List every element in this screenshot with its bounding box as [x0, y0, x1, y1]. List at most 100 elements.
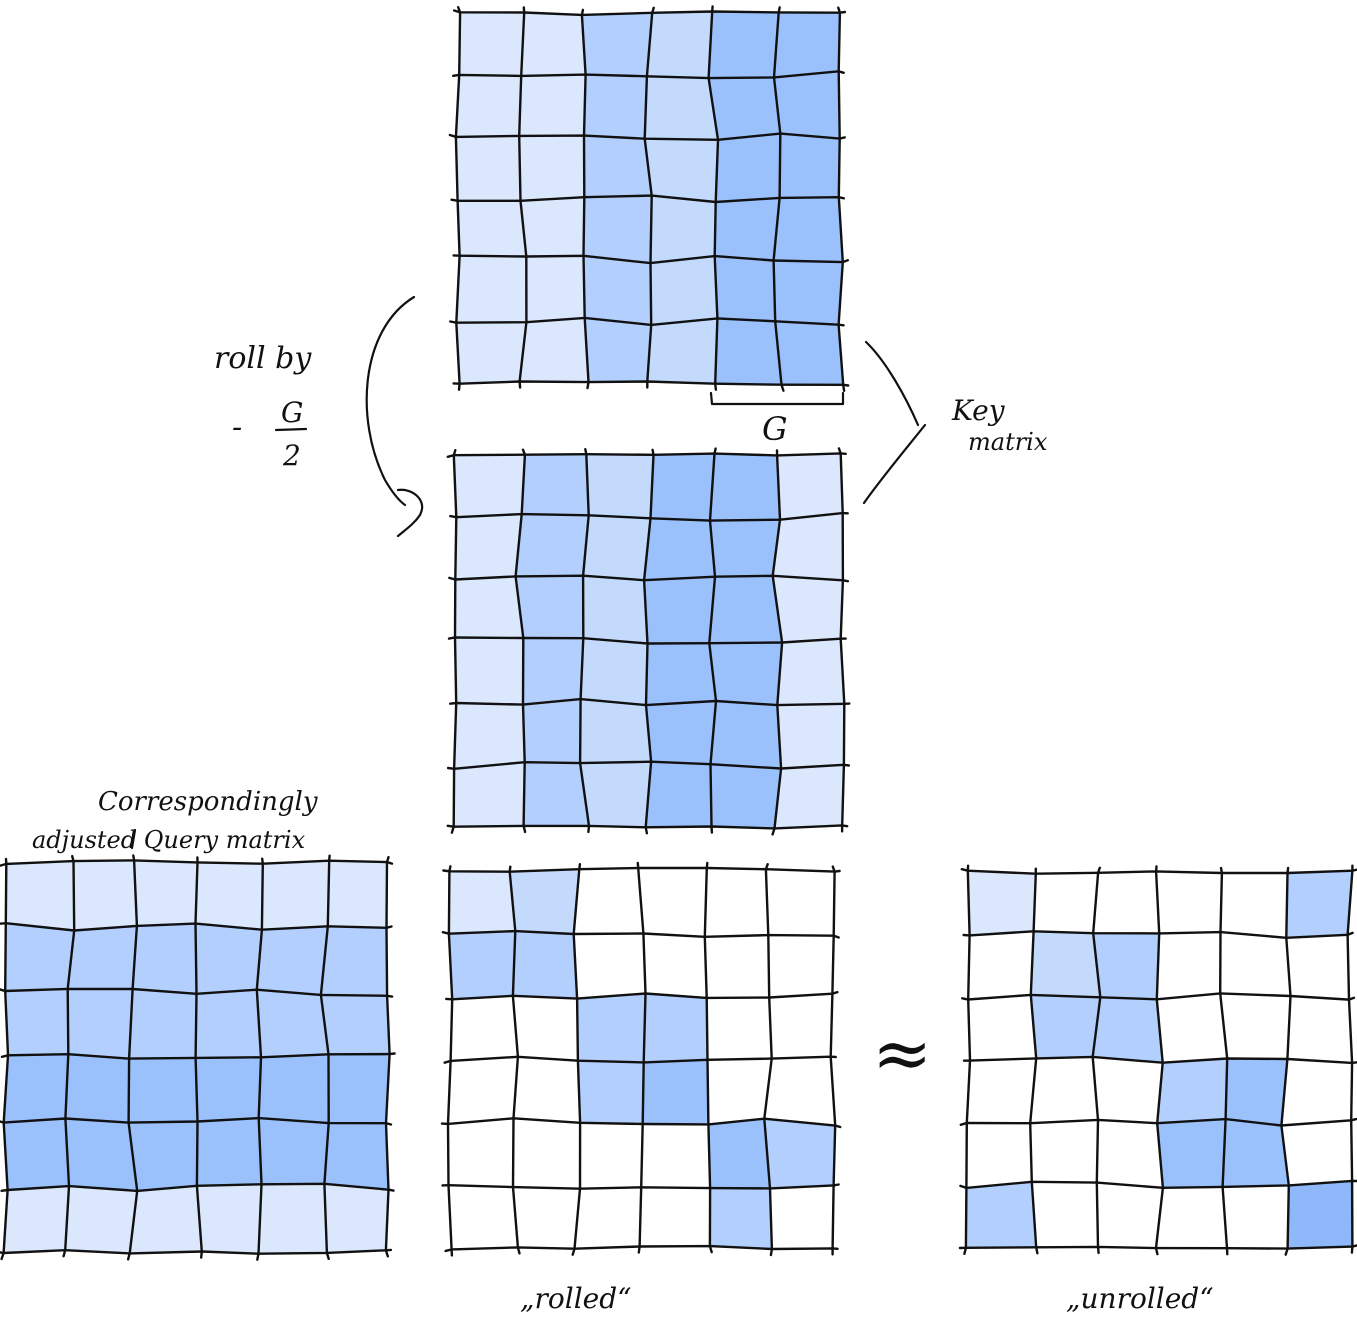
matrix-cell [1286, 870, 1353, 938]
matrix-cell [1287, 996, 1353, 1063]
matrix-cell [523, 699, 581, 764]
matrix-cell [580, 761, 652, 828]
matrix-cell [708, 11, 779, 79]
matrix-cell [128, 1121, 198, 1191]
matrix-column-line [707, 5, 720, 391]
matrix-cell [3, 1118, 70, 1190]
matrix-cell [583, 515, 651, 581]
matrix-column-line [1091, 866, 1102, 1255]
matrix-cell [641, 1124, 711, 1189]
matrix-cell [586, 454, 654, 519]
matrix-cell [772, 513, 843, 581]
matrix-cell [773, 197, 843, 263]
roll-by-label: roll by [214, 341, 312, 376]
matrix-cell [714, 197, 780, 261]
matrix-cell [448, 1056, 518, 1124]
matrix-cell [512, 995, 578, 1061]
matrix-column-line [255, 857, 265, 1261]
matrix-cell [65, 1186, 138, 1254]
matrix-cell [512, 931, 578, 999]
matrix-cell [644, 576, 715, 644]
matrix-cell [1156, 993, 1228, 1063]
matrix-cell [1156, 871, 1222, 934]
matrix-cell [73, 860, 137, 931]
matrix-cell [773, 260, 843, 325]
matrix-cell [256, 989, 329, 1058]
matrix-column-line [450, 449, 458, 834]
matrix-cell [715, 133, 781, 202]
attention-matrix-rolled [440, 861, 842, 1257]
matrix-cell [768, 935, 834, 998]
query-label-line2: adjusted Query matrix [32, 826, 306, 854]
matrix-cell [195, 1057, 261, 1122]
matrix-cell [258, 1054, 329, 1124]
matrix-cell [577, 993, 646, 1063]
matrix-column-line [708, 447, 718, 834]
matrix-cell [3, 1186, 70, 1253]
matrix-cell [1157, 1119, 1226, 1188]
matrix-column-line [194, 856, 204, 1259]
matrix-cell [764, 1056, 836, 1126]
roll-minus-sign: - [232, 410, 242, 445]
matrix-cell [526, 255, 585, 323]
matrix-column-line [384, 855, 391, 1258]
matrix-cell [324, 1123, 389, 1190]
query-label-line1: Correspondingly [98, 787, 318, 817]
matrix-cell [770, 1185, 834, 1249]
matrix-cell [3, 1054, 69, 1123]
matrix-cell [454, 703, 525, 769]
matrix-cell [513, 1187, 580, 1249]
matrix-cell [581, 12, 653, 77]
matrix-cell [256, 926, 328, 995]
matrix-cell [774, 71, 840, 139]
matrix-cell [195, 989, 261, 1058]
matrix-column-line [636, 861, 647, 1254]
matrix-cell [519, 74, 586, 136]
matrix-cell [519, 317, 589, 383]
key-matrix-label-line1: Key [951, 394, 1006, 427]
matrix-cell [583, 255, 652, 325]
matrix-cell [966, 1058, 1037, 1124]
matrix-cell [707, 1058, 772, 1125]
matrix-cell [650, 256, 718, 325]
matrix-cell [966, 1123, 1032, 1188]
matrix-cell [320, 926, 388, 996]
matrix-cell [638, 868, 707, 937]
g-label: G [762, 410, 788, 448]
matrix-cell [520, 197, 585, 257]
matrix-cell [650, 453, 715, 521]
matrix-cell [453, 762, 525, 827]
matrix-cell [448, 931, 516, 1000]
matrix-cell [573, 868, 644, 934]
matrix-column-line [571, 863, 582, 1256]
matrix-column-line [1280, 866, 1292, 1256]
matrix-column-line [454, 6, 462, 391]
matrix-cell [196, 1118, 262, 1186]
matrix-cell [455, 576, 524, 638]
matrix-cell [584, 135, 652, 198]
matrix-cell [459, 12, 525, 76]
matrix-cell [258, 1118, 329, 1185]
query-label-tick [130, 828, 137, 850]
matrix-cell [521, 454, 589, 516]
attention-matrix-unrolled [958, 864, 1357, 1256]
matrix-column-line [1028, 867, 1039, 1255]
matrix-cell [5, 861, 75, 931]
matrix-column-line [126, 854, 139, 1261]
matrix-column-line [837, 6, 846, 392]
matrix-cell [132, 923, 197, 994]
matrix-cell [455, 514, 522, 580]
matrix-column-line [1218, 866, 1229, 1256]
matrix-cell [67, 988, 133, 1059]
matrix-cell [327, 860, 387, 928]
matrix-column-line [319, 854, 331, 1261]
matrix-column-line [0, 857, 10, 1261]
query-matrix [0, 854, 396, 1261]
matrix-cell [261, 860, 330, 930]
matrix-cell [704, 935, 770, 998]
matrix-cell [1156, 932, 1221, 1000]
key-matrix-original [448, 5, 850, 392]
matrix-cell [1030, 994, 1101, 1059]
unrolled-label: „unrolled“ [1066, 1282, 1214, 1315]
matrix-cell [457, 200, 527, 257]
